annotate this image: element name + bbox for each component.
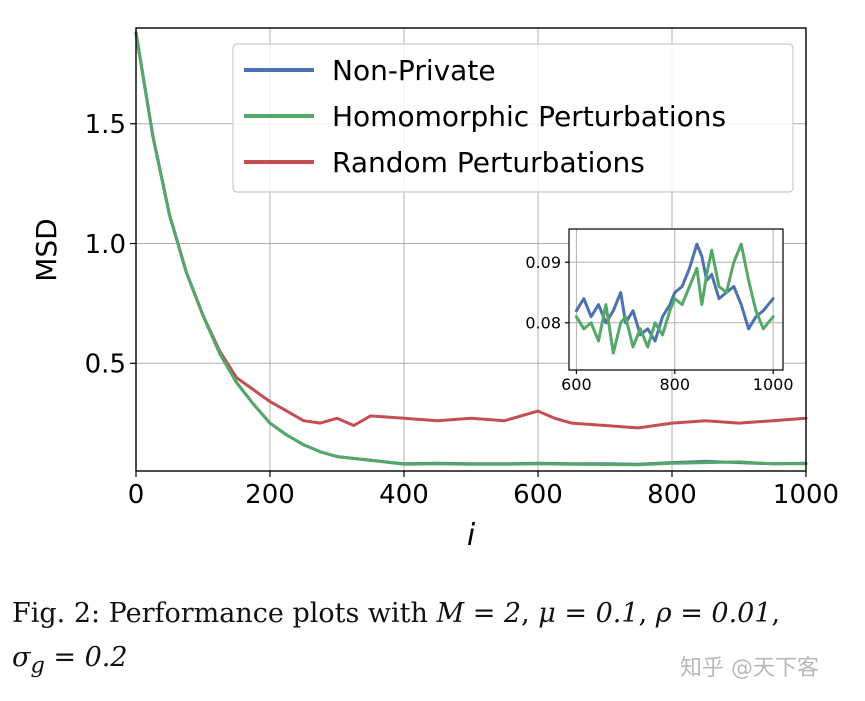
caption-sigma-value: = 0.2 bbox=[44, 642, 128, 673]
caption-prefix: Fig. 2: Performance plots with bbox=[12, 598, 437, 629]
main-x-tick-label: 0 bbox=[128, 480, 145, 510]
caption-rho-equation: ρ = 0.01 bbox=[655, 598, 772, 629]
inset-ticks: 600 800 1000 0.08 0.09 bbox=[525, 253, 793, 394]
caption-mu-equation: μ = 0.1 bbox=[538, 598, 639, 629]
inset-series-line-non-private bbox=[574, 242, 775, 343]
caption-separator: , bbox=[521, 598, 539, 629]
inset-x-tick-label: 1000 bbox=[753, 375, 794, 394]
legend-label-random: Random Perturbations bbox=[332, 146, 645, 179]
main-plot-frame bbox=[135, 27, 807, 472]
main-x-tick-label: 800 bbox=[647, 480, 697, 510]
inset-frame bbox=[568, 228, 784, 371]
x-axis-label: i bbox=[467, 518, 476, 553]
caption-sigma-subscript: g bbox=[30, 652, 45, 679]
inset-y-tick-label: 0.08 bbox=[525, 314, 561, 333]
main-x-tick-label: 1000 bbox=[773, 480, 839, 510]
inset-x-tick-label: 800 bbox=[659, 375, 690, 394]
y-axis-label: MSD bbox=[30, 218, 63, 282]
main-x-tick-label: 200 bbox=[245, 480, 295, 510]
main-y-tick-label: 1.0 bbox=[85, 230, 126, 260]
inset-chart: 600 800 1000 0.08 0.09 bbox=[525, 228, 794, 394]
legend-label-homomorphic: Homomorphic Perturbations bbox=[332, 100, 726, 133]
watermark-text: 知乎 @天下客 bbox=[680, 656, 819, 681]
inset-x-tick-label: 600 bbox=[561, 375, 592, 394]
caption-sigma-symbol: σ bbox=[12, 642, 31, 673]
legend-label-non-private: Non-Private bbox=[332, 54, 496, 87]
main-x-tick-label: 600 bbox=[513, 480, 563, 510]
figure-caption: Fig. 2: Performance plots with M = 2, μ … bbox=[12, 592, 852, 687]
caption-separator: , bbox=[638, 598, 656, 629]
legend-box bbox=[232, 43, 794, 193]
inset-series-line-homomorphic-perturbations bbox=[574, 242, 775, 355]
main-series-lines bbox=[134, 31, 808, 467]
inset-series-lines bbox=[574, 242, 775, 355]
caption-m-equation: M = 2 bbox=[436, 598, 522, 629]
main-y-tick-label: 0.5 bbox=[85, 350, 126, 380]
msd-figure: 0 200 400 600 800 1000 0.5 1.0 1.5 i MSD Non-Pri… bbox=[30, 27, 839, 553]
inset-y-tick-label: 0.09 bbox=[525, 253, 561, 272]
legend: Non-Private Homomorphic Perturbations Ra… bbox=[232, 43, 794, 193]
caption-separator: , bbox=[771, 598, 781, 629]
main-y-tick-label: 1.5 bbox=[85, 110, 126, 140]
main-series-line-homomorphic-perturbations bbox=[134, 31, 808, 467]
main-x-tick-label: 400 bbox=[379, 480, 429, 510]
main-ticks: 0 200 400 600 800 1000 0.5 1.0 1.5 bbox=[85, 110, 839, 510]
